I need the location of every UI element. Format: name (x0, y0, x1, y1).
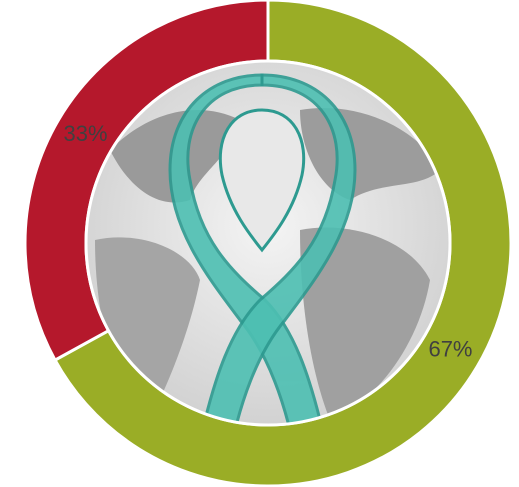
data-label: 67% (428, 337, 472, 362)
data-label: 33% (63, 121, 107, 146)
center-image (87, 62, 449, 424)
inner-border (84, 59, 452, 427)
